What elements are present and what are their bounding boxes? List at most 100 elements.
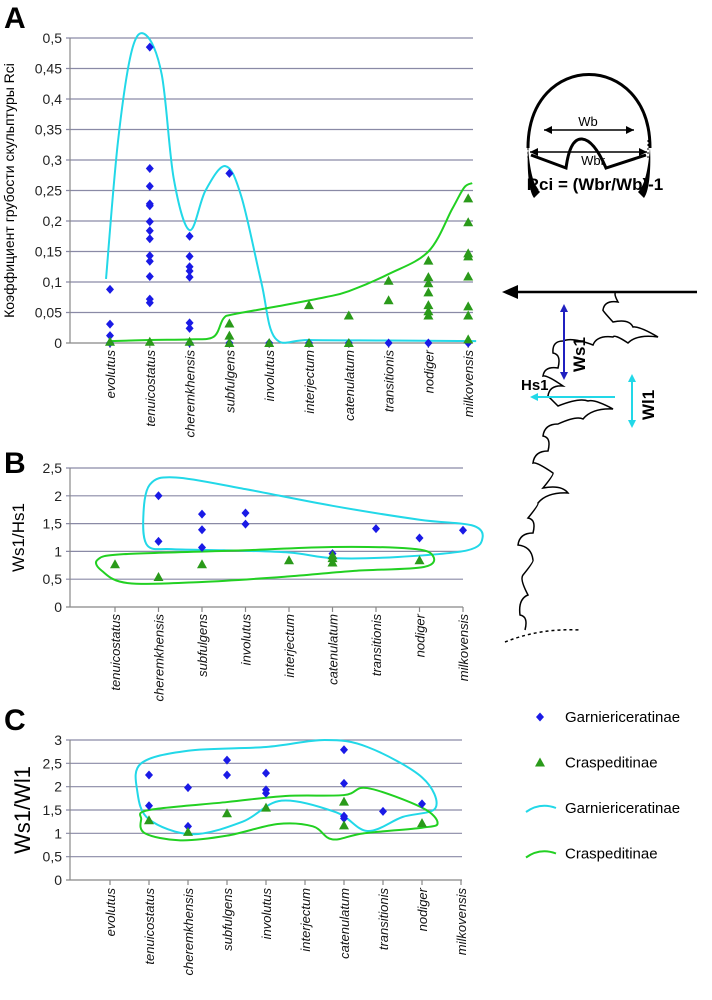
x-category-label: catenulatum — [326, 614, 341, 685]
data-point-diamond — [154, 536, 163, 546]
y-tick-label: 0 — [54, 599, 62, 615]
curve-craspeditinae — [109, 182, 473, 343]
data-point-diamond — [415, 533, 424, 543]
data-point-diamond — [145, 181, 154, 191]
y-axis-title: Ws1/Hs1 — [9, 503, 28, 572]
data-point-diamond — [185, 266, 194, 276]
data-point-diamond — [145, 201, 154, 211]
data-point-diamond — [106, 284, 114, 294]
data-point-triangle — [222, 808, 232, 818]
y-tick-label: 0,5 — [43, 571, 63, 587]
data-point-diamond — [145, 226, 154, 236]
data-point-triangle — [339, 820, 349, 830]
y-tick-label: 0,3 — [43, 152, 63, 168]
data-point-triangle — [414, 555, 425, 565]
y-tick-label: 2,5 — [43, 755, 63, 771]
rci-formula: Rci = (Wbr/Wb)-1 — [527, 175, 663, 194]
y-tick-label: 0,15 — [35, 244, 62, 260]
data-point-triangle — [343, 310, 354, 320]
data-point-triangle — [264, 338, 275, 347]
data-point-triangle — [423, 310, 434, 320]
data-point-triangle — [423, 272, 434, 282]
data-point-diamond — [185, 251, 194, 261]
curve-garniericeratinae — [142, 476, 484, 560]
data-point-diamond — [106, 319, 114, 329]
data-point-diamond — [198, 543, 206, 553]
legend-label: Craspeditinae — [565, 846, 658, 863]
chart-panel-a: 0 0,05 0,1 0,15 0,2 0,25 0,3 0,35 0,4 0,45 0,5 evol… — [1, 30, 476, 437]
x-category-label: milkovensis — [454, 888, 469, 956]
data-point-diamond — [372, 524, 380, 534]
y-tick-label: 2 — [54, 779, 62, 795]
x-category-label: milkovensis — [456, 614, 471, 682]
legend-label: Garniericeratinae — [565, 800, 680, 817]
data-point-triangle — [423, 278, 434, 288]
data-point-triangle — [183, 826, 193, 836]
data-point-diamond — [106, 331, 114, 341]
legend-line-icon — [525, 850, 557, 859]
data-point-triangle — [153, 571, 164, 581]
x-category-label: cheremkhensis — [181, 888, 196, 976]
data-point-diamond — [379, 806, 387, 816]
data-point-diamond — [145, 256, 154, 266]
data-point-diamond — [424, 338, 433, 348]
x-category-label: interjectum — [282, 614, 297, 678]
x-category-label: tenuicostatus — [108, 614, 123, 691]
panel-letter-c: C — [4, 704, 26, 737]
data-point-diamond — [184, 821, 192, 831]
y-axis-title: Коэффициент грубости скульптуры Rci — [1, 63, 17, 318]
data-point-triangle — [423, 300, 434, 310]
wl1-label: Wl1 — [639, 390, 658, 420]
data-point-triangle — [423, 255, 434, 265]
y-tick-label: 0,45 — [35, 61, 62, 77]
x-category-label: subfulgens — [220, 888, 235, 951]
data-point-triangle — [463, 251, 474, 261]
data-point-diamond — [223, 755, 231, 765]
panel-letter-b: B — [4, 447, 26, 480]
wb-label: Wb — [578, 114, 598, 129]
data-point-triangle — [224, 318, 235, 328]
data-point-diamond — [262, 788, 270, 798]
data-point-diamond — [145, 234, 154, 244]
legend-line-icon — [525, 804, 557, 813]
data-point-triangle — [463, 217, 474, 227]
x-category-label: evolutus — [103, 888, 118, 937]
y-tick-label: 0,5 — [43, 30, 63, 46]
y-axis-title: Ws1/Wl1 — [10, 766, 35, 854]
y-tick-label: 0,25 — [35, 183, 62, 199]
data-point-triangle — [463, 310, 474, 320]
x-category-label: cheremkhensis — [183, 350, 198, 438]
data-point-diamond — [241, 519, 250, 529]
hs1-label: Hs1 — [521, 377, 549, 394]
chart-panel-c: 0 0,5 1 1,5 2 2,5 3 evolutus tenuicostatus cherem… — [10, 732, 469, 975]
data-point-triangle — [144, 815, 154, 825]
data-point-triangle — [110, 559, 120, 569]
whorl-section-diagram: Wb Wbr Rci = (Wbr/Wb)-1 — [526, 73, 663, 198]
x-category-label: catenulatum — [342, 350, 357, 421]
data-point-triangle — [423, 287, 434, 297]
x-category-label: catenulatum — [337, 888, 352, 959]
y-tick-label: 0,1 — [43, 274, 63, 290]
y-tick-label: 3 — [54, 732, 62, 748]
data-point-diamond — [223, 770, 231, 780]
x-category-label: milkovensis — [461, 350, 476, 418]
data-point-triangle — [417, 818, 427, 828]
x-category-label: subfulgens — [195, 614, 210, 677]
chart-panel-b: 0 0,5 1 1,5 2 2,5 tenuicostatus cheremkhensis su… — [9, 460, 484, 701]
x-category-label: transitionis — [376, 888, 391, 951]
y-tick-label: 2 — [54, 488, 62, 504]
panel-letter-a: A — [4, 2, 26, 35]
data-point-diamond — [185, 323, 194, 333]
data-point-diamond — [198, 525, 206, 535]
legend-triangle-icon — [535, 757, 545, 767]
y-tick-label: 2,5 — [43, 460, 63, 476]
suture-line — [517, 291, 659, 631]
curve-garniericeratinae — [134, 738, 438, 836]
x-category-label: nodiger — [415, 887, 430, 931]
data-point-triangle — [304, 338, 314, 347]
x-category-label: involutus — [239, 614, 254, 666]
data-point-diamond — [459, 525, 467, 535]
data-point-diamond — [384, 338, 393, 348]
data-point-triangle — [327, 557, 338, 567]
